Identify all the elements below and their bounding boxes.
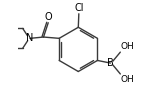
Text: O: O (44, 12, 52, 22)
Text: OH: OH (121, 75, 134, 84)
Text: N: N (26, 33, 34, 43)
Text: B: B (107, 58, 114, 68)
Text: OH: OH (121, 42, 134, 51)
Text: Cl: Cl (74, 3, 84, 13)
